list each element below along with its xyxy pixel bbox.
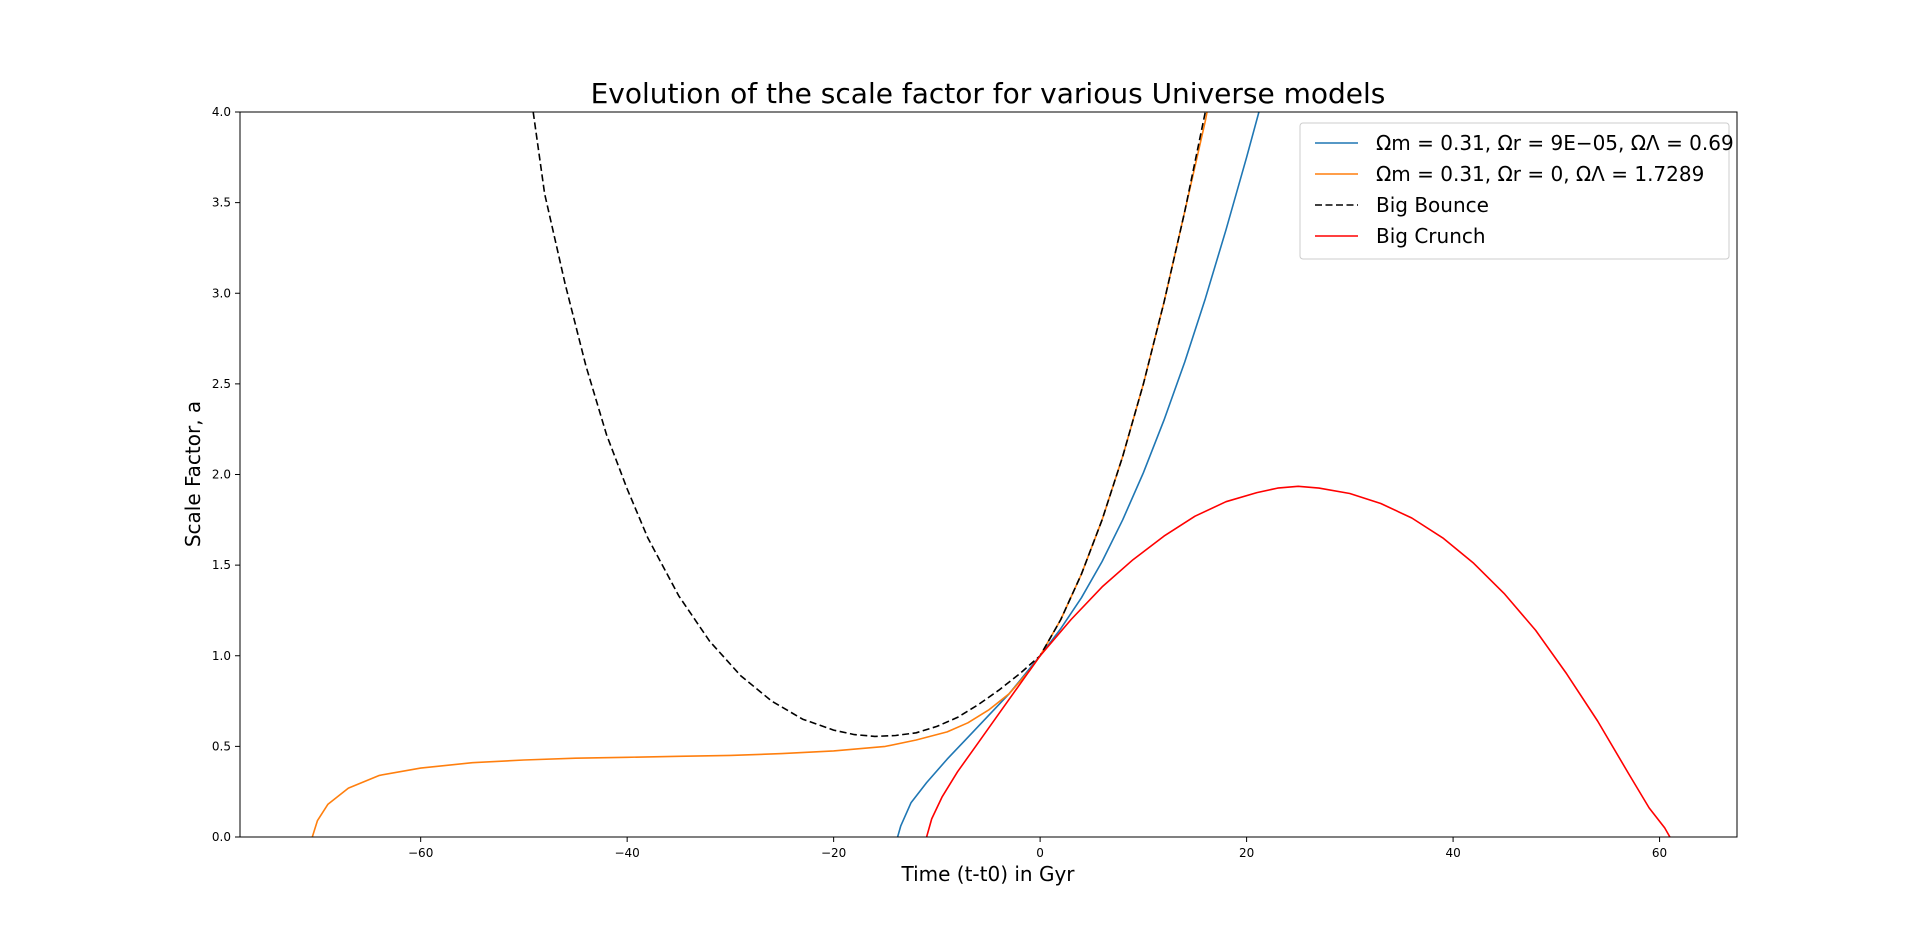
x-tick-label: −40 [614, 846, 639, 860]
series-line-1 [896, 112, 1260, 837]
y-tick-label: 0.0 [212, 830, 231, 844]
legend-label-4: Big Crunch [1376, 224, 1486, 248]
y-tick-label: 3.5 [212, 196, 231, 210]
legend-label-1: Ωm = 0.31, Ωr = 9E−05, ΩΛ = 0.69 [1376, 131, 1734, 155]
x-axis: −60 −40 −20 0 20 40 60 [408, 837, 1667, 860]
legend-label-2: Ωm = 0.31, Ωr = 0, ΩΛ = 1.7289 [1376, 162, 1704, 186]
series-line-4 [925, 485, 1671, 837]
y-tick-label: 2.5 [212, 377, 231, 391]
x-tick-label: −60 [408, 846, 433, 860]
x-tick-label: 0 [1036, 846, 1044, 860]
y-tick-label: 1.0 [212, 649, 231, 663]
x-tick-label: −20 [821, 846, 846, 860]
y-tick-label: 0.5 [212, 739, 231, 753]
y-tick-label: 4.0 [212, 105, 231, 119]
x-tick-label: 40 [1445, 846, 1460, 860]
legend-box [1299, 122, 1730, 260]
chart-title: Evolution of the scale factor for variou… [591, 77, 1386, 110]
y-axis-title: Scale Factor, a [181, 401, 205, 547]
series-line-2 [311, 112, 1208, 837]
legend-label-3: Big Bounce [1376, 193, 1489, 217]
x-tick-label: 60 [1652, 846, 1667, 860]
legend: Ωm = 0.31, Ωr = 9E−05, ΩΛ = 0.69 Ωm = 0.3… [1299, 122, 1734, 260]
series-layer [311, 112, 1671, 837]
y-tick-label: 3.0 [212, 286, 231, 300]
y-tick-label: 2.0 [212, 468, 231, 482]
x-axis-title: Time (t-t0) in Gyr [900, 862, 1075, 886]
y-tick-label: 1.5 [212, 558, 231, 572]
x-tick-label: 20 [1239, 846, 1254, 860]
y-axis: 0.0 0.5 1.0 1.5 2.0 2.5 3.0 3.5 4.0 [212, 105, 240, 844]
series-line-3 [532, 112, 1207, 738]
